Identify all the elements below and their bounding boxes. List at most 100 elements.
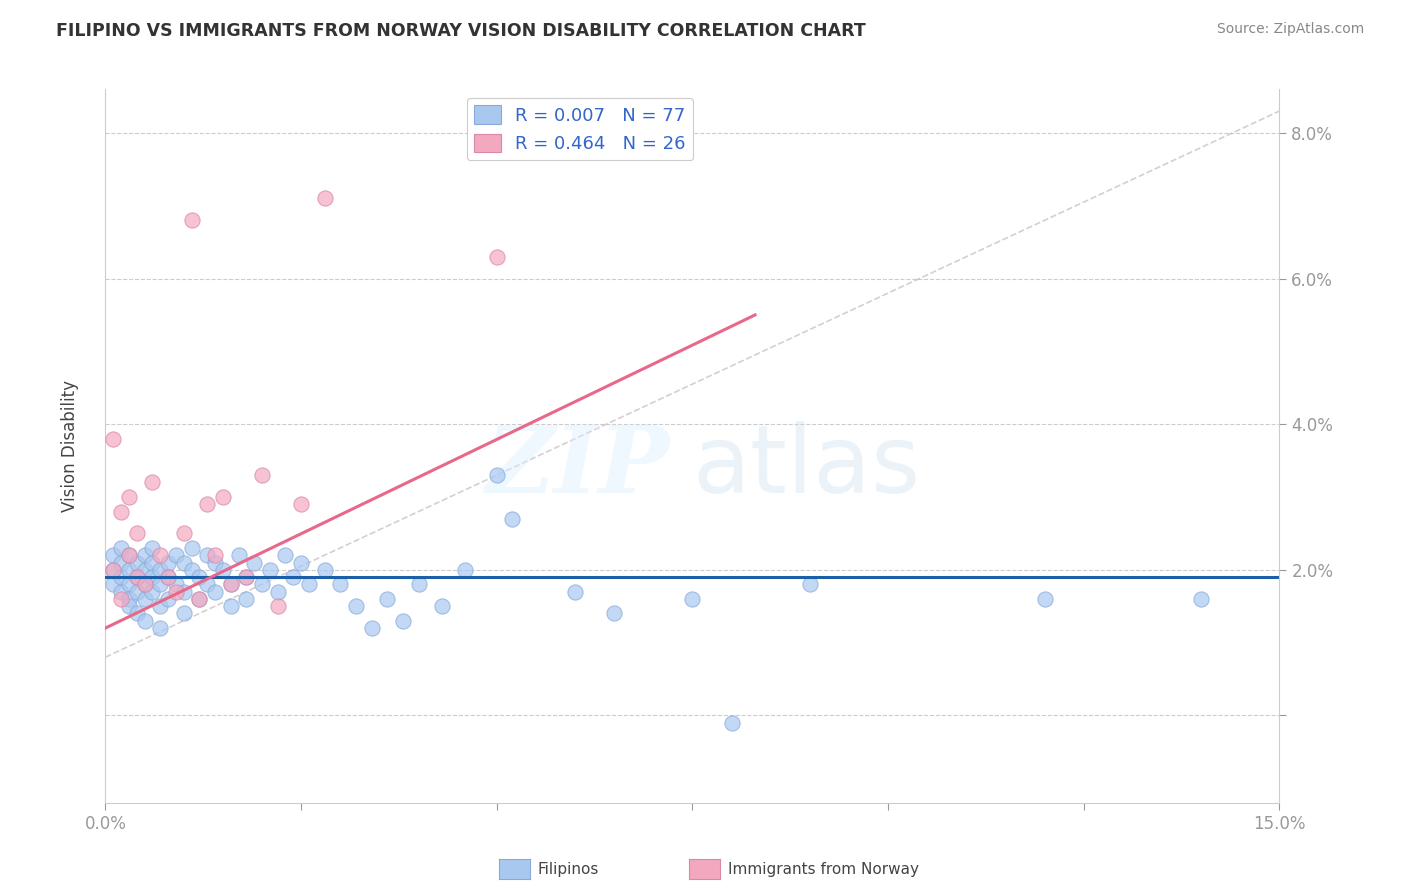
Point <box>141 556 163 570</box>
Point <box>173 584 195 599</box>
Point <box>165 548 187 562</box>
Point <box>219 599 242 614</box>
Text: Immigrants from Norway: Immigrants from Norway <box>728 863 920 877</box>
Text: Filipinos: Filipinos <box>537 863 599 877</box>
Legend: R = 0.007   N = 77, R = 0.464   N = 26: R = 0.007 N = 77, R = 0.464 N = 26 <box>467 98 693 161</box>
Point <box>103 563 125 577</box>
Point <box>1033 591 1056 606</box>
Point <box>329 577 352 591</box>
Point <box>134 563 156 577</box>
Point <box>219 577 242 591</box>
Point <box>118 548 141 562</box>
Point <box>375 591 398 606</box>
Point <box>204 556 226 570</box>
Point <box>188 591 211 606</box>
Point <box>211 563 233 577</box>
Point <box>211 490 233 504</box>
Point <box>180 541 202 555</box>
Point <box>125 570 148 584</box>
Point <box>219 577 242 591</box>
Point <box>118 591 141 606</box>
Point <box>188 591 211 606</box>
Point <box>603 607 626 621</box>
Point <box>110 541 132 555</box>
Point <box>103 548 125 562</box>
Point <box>195 548 218 562</box>
Point <box>235 570 257 584</box>
Point <box>360 621 382 635</box>
Point <box>266 599 288 614</box>
Point <box>250 577 273 591</box>
Point <box>103 577 125 591</box>
Point <box>157 570 180 584</box>
Point <box>110 570 132 584</box>
Point <box>134 591 156 606</box>
Point <box>110 584 132 599</box>
Point <box>110 556 132 570</box>
Point <box>134 577 156 591</box>
Point <box>141 541 163 555</box>
Point <box>290 556 312 570</box>
Point <box>149 599 172 614</box>
Point <box>501 512 523 526</box>
Point <box>103 432 125 446</box>
Text: Source: ZipAtlas.com: Source: ZipAtlas.com <box>1216 22 1364 37</box>
Point <box>266 584 288 599</box>
Point <box>485 250 508 264</box>
Point <box>188 570 211 584</box>
Point <box>195 497 218 511</box>
Point <box>314 563 336 577</box>
Text: FILIPINO VS IMMIGRANTS FROM NORWAY VISION DISABILITY CORRELATION CHART: FILIPINO VS IMMIGRANTS FROM NORWAY VISIO… <box>56 22 866 40</box>
Point <box>454 563 477 577</box>
Point <box>392 614 415 628</box>
Point <box>110 504 132 518</box>
Point <box>134 548 156 562</box>
Point <box>118 548 141 562</box>
Point <box>173 556 195 570</box>
Point <box>125 584 148 599</box>
Point <box>125 607 148 621</box>
Point <box>125 526 148 541</box>
Text: atlas: atlas <box>692 421 921 514</box>
Point <box>250 468 273 483</box>
Point <box>157 591 180 606</box>
Point <box>134 614 156 628</box>
Point <box>118 490 141 504</box>
Point <box>134 577 156 591</box>
Point <box>173 607 195 621</box>
Point <box>157 556 180 570</box>
Point <box>173 526 195 541</box>
Point <box>344 599 367 614</box>
Point <box>314 191 336 205</box>
Point <box>243 556 266 570</box>
Point <box>564 584 586 599</box>
Point <box>259 563 281 577</box>
Point <box>110 591 132 606</box>
Point <box>141 570 163 584</box>
Text: ZIP: ZIP <box>485 423 669 512</box>
Point <box>283 570 305 584</box>
Point <box>720 715 742 730</box>
Point <box>1189 591 1212 606</box>
Point <box>149 621 172 635</box>
Point <box>149 577 172 591</box>
Point <box>118 577 141 591</box>
Point <box>235 570 257 584</box>
Point <box>125 570 148 584</box>
Point <box>204 584 226 599</box>
Point <box>165 577 187 591</box>
Point <box>235 591 257 606</box>
Point <box>204 548 226 562</box>
Point <box>799 577 821 591</box>
Point <box>118 563 141 577</box>
Point <box>228 548 250 562</box>
Point <box>180 563 202 577</box>
Point <box>149 548 172 562</box>
Point <box>149 563 172 577</box>
Point <box>118 599 141 614</box>
Point <box>157 570 180 584</box>
Point <box>180 213 202 227</box>
Point <box>141 584 163 599</box>
Point <box>195 577 218 591</box>
Point <box>408 577 430 591</box>
